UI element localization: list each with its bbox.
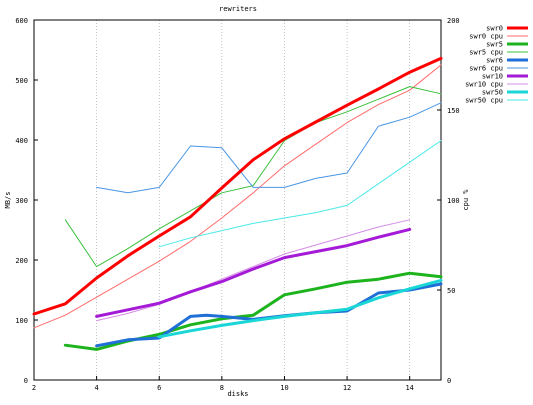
series-line (33, 64, 442, 329)
series-line (64, 86, 442, 268)
y-tick-label: 600 (15, 17, 28, 25)
chart-title: rewriters (219, 5, 257, 13)
y-tick-label: 200 (15, 257, 28, 265)
legend-label: swr5 (486, 41, 503, 49)
legend-label: swr5 cpu (469, 49, 503, 57)
y-axis-label: MB/s (4, 192, 12, 209)
y2-tick-label: 150 (447, 107, 460, 115)
x-axis-label: disks (227, 390, 248, 398)
x-tick-label: 6 (157, 384, 161, 392)
y2-tick-label: 50 (447, 287, 455, 295)
grid (96, 20, 410, 380)
x-tick-label: 8 (220, 384, 224, 392)
series-line (157, 278, 443, 339)
y2-tick-label: 200 (447, 17, 460, 25)
legend-label: swr0 (486, 25, 503, 33)
legend-label: swr50 (482, 89, 503, 97)
y2-tick-label: 100 (447, 197, 460, 205)
y-tick-label: 400 (15, 137, 28, 145)
legend-label: swr10 (482, 73, 503, 81)
series-line (158, 140, 442, 248)
x-tick-label: 12 (343, 384, 351, 392)
legend-label: swr6 (486, 57, 503, 65)
axis-ticks: 2 4 6 8 10 12 14 0 100 200 300 400 500 600 0 50 100 150 20… (15, 17, 459, 392)
x-tick-label: 4 (95, 384, 99, 392)
y2-tick-label: 0 (447, 377, 451, 385)
x-tick-label: 2 (32, 384, 36, 392)
legend-label: swr0 cpu (469, 33, 503, 41)
y-tick-label: 100 (15, 317, 28, 325)
x-tick-label: 10 (280, 384, 288, 392)
y-tick-label: 300 (15, 197, 28, 205)
y-tick-label: 500 (15, 77, 28, 85)
plot-frame (33, 19, 442, 381)
series-line (96, 102, 442, 194)
series-lines (32, 56, 443, 351)
series-line (95, 227, 412, 318)
legend-label: swr6 cpu (469, 65, 503, 73)
series-line (96, 219, 411, 322)
y2-axis-label: cpu % (462, 189, 470, 211)
x-tick-label: 14 (405, 384, 413, 392)
y-tick-label: 0 (24, 377, 28, 385)
legend-label: swr10 cpu (465, 81, 503, 89)
series-line (32, 56, 443, 316)
legend-label: swr50 cpu (465, 97, 503, 105)
